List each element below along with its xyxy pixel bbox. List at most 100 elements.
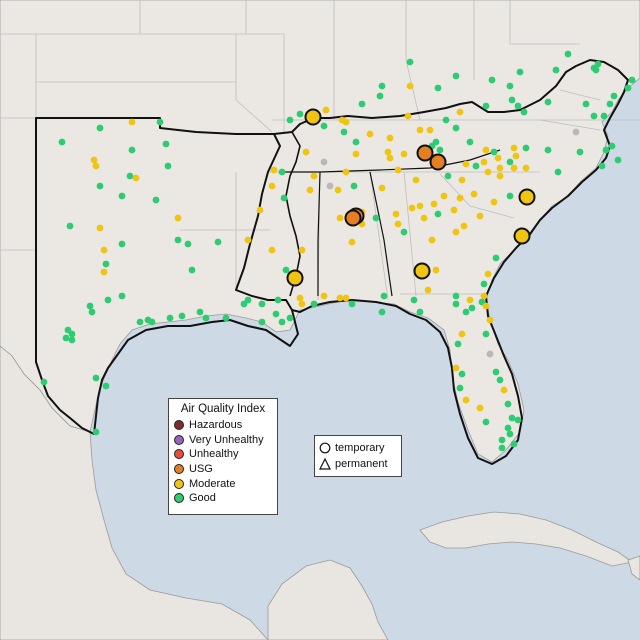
monitor-points[interactable] (40, 50, 636, 452)
monitor-point[interactable] (572, 128, 580, 136)
monitor-point[interactable] (258, 318, 266, 326)
temporary-monitor[interactable] (513, 227, 531, 245)
monitor-point[interactable] (88, 308, 96, 316)
monitor-point[interactable] (202, 314, 210, 322)
monitor-point[interactable] (432, 266, 440, 274)
monitor-point[interactable] (196, 308, 204, 316)
monitor-point[interactable] (544, 146, 552, 154)
monitor-point[interactable] (406, 82, 414, 90)
monitor-point[interactable] (480, 292, 488, 300)
monitor-point[interactable] (376, 92, 384, 100)
monitor-point[interactable] (380, 292, 388, 300)
monitor-point[interactable] (348, 238, 356, 246)
monitor-point[interactable] (132, 174, 140, 182)
monitor-point[interactable] (286, 314, 294, 322)
monitor-point[interactable] (244, 236, 252, 244)
monitor-point[interactable] (156, 118, 164, 126)
monitor-point[interactable] (96, 224, 104, 232)
monitor-point[interactable] (342, 168, 350, 176)
monitor-point[interactable] (486, 316, 494, 324)
monitor-point[interactable] (66, 222, 74, 230)
monitor-point[interactable] (162, 140, 170, 148)
monitor-point[interactable] (136, 318, 144, 326)
monitor-point[interactable] (594, 60, 602, 68)
monitor-point[interactable] (320, 292, 328, 300)
monitor-point[interactable] (628, 76, 636, 84)
monitor-point[interactable] (486, 350, 494, 358)
monitor-point[interactable] (174, 236, 182, 244)
monitor-point[interactable] (338, 116, 346, 124)
monitor-point[interactable] (484, 270, 492, 278)
monitor-point[interactable] (416, 126, 424, 134)
monitor-point[interactable] (310, 300, 318, 308)
monitor-point[interactable] (306, 186, 314, 194)
monitor-point[interactable] (416, 202, 424, 210)
monitor-point[interactable] (462, 308, 470, 316)
monitor-point[interactable] (504, 400, 512, 408)
monitor-point[interactable] (406, 58, 414, 66)
monitor-point[interactable] (410, 296, 418, 304)
monitor-point[interactable] (188, 266, 196, 274)
monitor-point[interactable] (554, 168, 562, 176)
monitor-point[interactable] (510, 440, 518, 448)
monitor-point[interactable] (434, 210, 442, 218)
monitor-point[interactable] (492, 254, 500, 262)
monitor-point[interactable] (440, 192, 448, 200)
monitor-point[interactable] (476, 212, 484, 220)
monitor-point[interactable] (498, 444, 506, 452)
monitor-point[interactable] (508, 96, 516, 104)
monitor-point[interactable] (510, 144, 518, 152)
monitor-point[interactable] (240, 300, 248, 308)
monitor-point[interactable] (490, 198, 498, 206)
monitor-point[interactable] (296, 294, 304, 302)
monitor-point[interactable] (174, 214, 182, 222)
monitor-point[interactable] (624, 84, 632, 92)
monitor-point[interactable] (428, 236, 436, 244)
monitor-point[interactable] (386, 134, 394, 142)
monitor-point[interactable] (296, 110, 304, 118)
monitor-point[interactable] (336, 214, 344, 222)
monitor-point[interactable] (352, 150, 360, 158)
monitor-point[interactable] (128, 118, 136, 126)
monitor-point[interactable] (358, 100, 366, 108)
monitor-point[interactable] (506, 192, 514, 200)
monitor-point[interactable] (278, 168, 286, 176)
monitor-point[interactable] (458, 176, 466, 184)
monitor-point[interactable] (488, 76, 496, 84)
monitor-point[interactable] (608, 142, 616, 150)
monitor-point[interactable] (506, 158, 514, 166)
monitor-point[interactable] (386, 154, 394, 162)
monitor-point[interactable] (302, 148, 310, 156)
monitor-point[interactable] (492, 368, 500, 376)
monitor-point[interactable] (496, 164, 504, 172)
monitor-point[interactable] (424, 286, 432, 294)
monitor-point[interactable] (496, 172, 504, 180)
monitor-point[interactable] (214, 238, 222, 246)
monitor-point[interactable] (298, 300, 306, 308)
monitor-point[interactable] (508, 414, 516, 422)
temporary-monitor[interactable] (429, 153, 447, 171)
monitor-point[interactable] (602, 146, 610, 154)
monitor-point[interactable] (494, 154, 502, 162)
temporary-monitor[interactable] (416, 144, 434, 162)
monitor-point[interactable] (468, 304, 476, 312)
monitor-point[interactable] (452, 364, 460, 372)
monitor-point[interactable] (452, 228, 460, 236)
monitor-point[interactable] (610, 92, 618, 100)
monitor-point[interactable] (496, 376, 504, 384)
temporary-monitor[interactable] (518, 188, 536, 206)
monitor-point[interactable] (92, 162, 100, 170)
monitor-point[interactable] (400, 150, 408, 158)
monitor-point[interactable] (404, 112, 412, 120)
monitor-point[interactable] (310, 172, 318, 180)
monitor-point[interactable] (268, 246, 276, 254)
monitor-point[interactable] (606, 100, 614, 108)
monitor-point[interactable] (452, 72, 460, 80)
monitor-point[interactable] (100, 268, 108, 276)
monitor-point[interactable] (40, 378, 48, 386)
monitor-point[interactable] (614, 156, 622, 164)
monitor-point[interactable] (68, 336, 76, 344)
monitor-point[interactable] (430, 200, 438, 208)
monitor-point[interactable] (178, 312, 186, 320)
